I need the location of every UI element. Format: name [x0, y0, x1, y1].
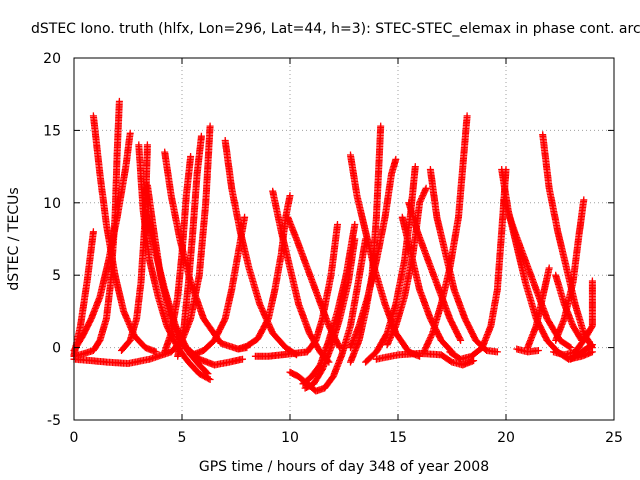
data-point — [152, 348, 160, 356]
data-point — [204, 370, 212, 378]
x-tick-label-4: 20 — [497, 430, 515, 446]
x-tick-label-2: 10 — [281, 430, 299, 446]
data-point — [126, 129, 134, 137]
data-point — [89, 228, 97, 236]
y-axis-title: dSTEC / TECUs — [6, 187, 22, 290]
x-axis-title: GPS time / hours of day 348 of year 2008 — [199, 459, 489, 475]
series-18 — [286, 235, 370, 395]
series-14 — [234, 192, 294, 353]
data-point — [334, 221, 341, 228]
series-3 — [70, 129, 134, 354]
y-tick-label-2: 5 — [52, 268, 61, 284]
x-tick-label-3: 15 — [389, 430, 407, 446]
data-point — [205, 375, 213, 383]
data-point — [351, 221, 359, 228]
y-tick-label-0: -5 — [47, 413, 61, 429]
x-tick-label-1: 5 — [178, 430, 187, 446]
data-point — [187, 153, 195, 160]
data-point — [463, 112, 471, 120]
chart-title: dSTEC Iono. truth (hlfx, Lon=296, Lat=44… — [31, 21, 640, 37]
x-tick-label-0: 0 — [70, 430, 79, 446]
y-tick-label-1: 0 — [52, 341, 61, 357]
x-tick-label-5: 25 — [605, 430, 623, 446]
y-tick-label-5: 20 — [43, 51, 61, 67]
data-point — [206, 376, 214, 383]
series-1 — [89, 112, 160, 356]
data-point — [143, 141, 151, 149]
data-point — [115, 97, 123, 105]
series-2 — [70, 228, 97, 359]
data-point — [206, 122, 214, 130]
data-point — [197, 132, 205, 140]
data-point — [239, 355, 246, 363]
series-13 — [221, 137, 300, 359]
data-layer — [70, 97, 596, 395]
data-point — [203, 369, 211, 377]
series-4 — [70, 122, 214, 367]
y-tick-label-4: 15 — [43, 123, 61, 139]
y-tick-label-3: 10 — [43, 196, 61, 212]
